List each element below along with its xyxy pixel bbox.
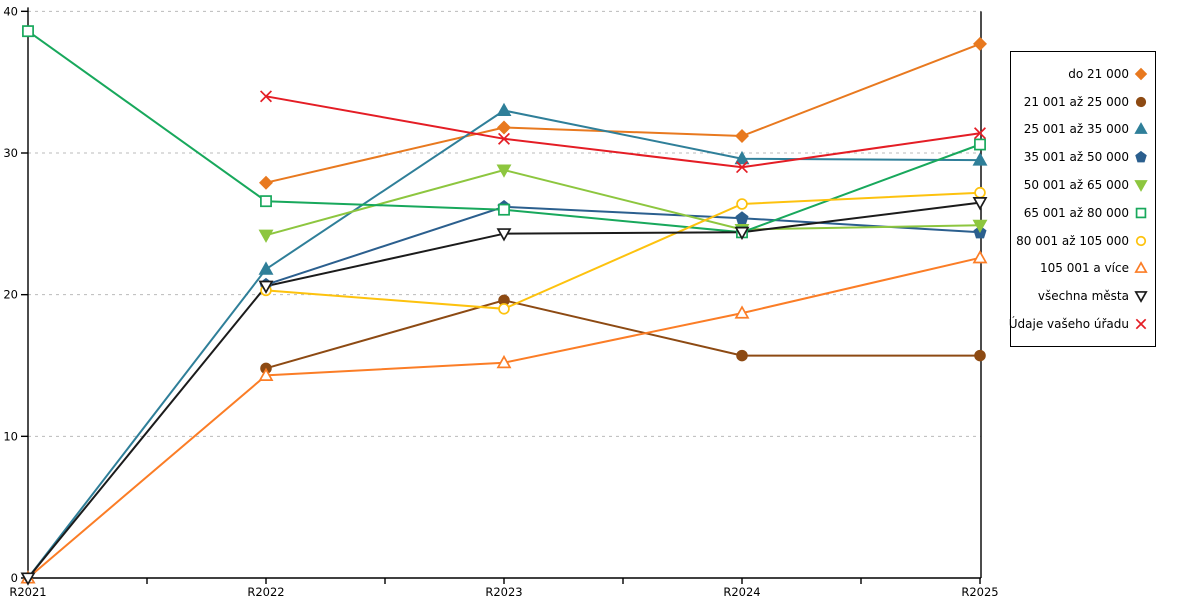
data-point — [496, 102, 512, 117]
legend-label: 65 001 až 80 000 — [1023, 205, 1129, 220]
data-point — [258, 261, 274, 275]
pentagon-marker-icon — [1135, 151, 1147, 163]
data-point — [497, 132, 511, 145]
y-tick-label: 30 — [3, 146, 18, 160]
legend-label: 35 001 až 50 000 — [1023, 150, 1129, 165]
circle-marker-icon — [1135, 96, 1147, 107]
legend-label: 21 001 až 25 000 — [1023, 94, 1129, 109]
legend-item: 80 001 až 105 000 — [1015, 227, 1148, 255]
x-marker-icon — [1135, 318, 1147, 330]
data-point — [735, 211, 749, 225]
data-point — [258, 229, 274, 243]
legend: do 21 000 21 001 až 25 000 25 001 až 35 00… — [1009, 51, 1156, 347]
series-line-2 — [27, 109, 981, 579]
series-line-1 — [265, 299, 980, 370]
data-point — [972, 250, 988, 264]
series-line-4 — [265, 168, 981, 237]
legend-label: 105 001 a více — [1039, 261, 1129, 276]
legend-item: 50 001 až 65 000 — [1015, 171, 1148, 199]
data-point — [258, 367, 274, 381]
data-point — [498, 203, 510, 216]
data-point — [496, 354, 512, 369]
triangle-down-marker-icon — [1134, 291, 1148, 304]
data-point — [260, 195, 272, 208]
legend-label: všechna města — [1037, 289, 1129, 304]
data-point — [734, 226, 750, 241]
y-tick-label: 10 — [3, 429, 18, 443]
data-point — [259, 90, 273, 103]
circle-marker-icon — [1135, 235, 1147, 246]
data-point — [735, 129, 749, 143]
triangle-down-marker-icon — [1134, 180, 1148, 193]
legend-item: Údaje vašeho úřadu — [1009, 310, 1148, 338]
y-tick-label: 0 — [11, 571, 18, 585]
legend-item: 25 001 až 35 000 — [1015, 116, 1148, 144]
triangle-up-marker-icon — [1134, 261, 1148, 274]
data-point — [973, 127, 987, 140]
data-point — [974, 186, 986, 199]
legend-label: Údaje vašeho úřadu — [1008, 317, 1129, 332]
legend-item: 35 001 až 50 000 — [1015, 143, 1148, 171]
data-point — [20, 572, 36, 586]
legend-item: všechna města — [1015, 282, 1148, 310]
diamond-marker-icon — [1134, 67, 1148, 81]
x-tick-label: R2025 — [961, 585, 998, 599]
triangle-up-marker-icon — [1134, 122, 1148, 135]
data-point — [974, 138, 986, 151]
data-point — [972, 197, 988, 211]
x-tick-label: R2023 — [485, 585, 522, 599]
data-point — [972, 219, 988, 233]
series-line-6 — [265, 191, 981, 310]
legend-item: do 21 000 — [1015, 60, 1148, 88]
data-point — [496, 228, 512, 242]
legend-label: do 21 000 — [1068, 66, 1129, 81]
data-point — [972, 152, 988, 166]
square-marker-icon — [1135, 207, 1147, 219]
data-point — [736, 198, 748, 210]
series-line-8 — [27, 201, 981, 579]
legend-label: 50 001 až 65 000 — [1023, 178, 1129, 193]
y-tick-label: 40 — [3, 4, 18, 18]
data-point — [498, 303, 510, 315]
legend-item: 21 001 až 25 000 — [1015, 88, 1148, 116]
legend-item: 65 001 až 80 000 — [1015, 199, 1148, 227]
series-line-0 — [265, 42, 981, 184]
data-point — [496, 164, 512, 178]
series-line-9 — [265, 95, 981, 169]
data-point — [735, 161, 749, 174]
x-tick-label: R2022 — [247, 585, 284, 599]
data-point — [259, 175, 273, 190]
data-point — [258, 280, 274, 294]
y-tick-label: 20 — [3, 288, 18, 302]
data-point — [973, 36, 987, 51]
data-point — [734, 305, 750, 319]
data-point — [734, 150, 750, 165]
legend-item: 105 001 a více — [1015, 255, 1148, 283]
series-line-3 — [265, 205, 981, 286]
legend-label: 25 001 až 35 000 — [1023, 122, 1129, 137]
data-point — [497, 120, 511, 135]
data-point — [974, 349, 986, 362]
data-point — [22, 25, 34, 38]
legend-label: 80 001 až 105 000 — [1016, 233, 1129, 248]
x-tick-label: R2021 — [9, 585, 46, 599]
data-point — [736, 349, 748, 362]
x-tick-label: R2024 — [723, 585, 760, 599]
